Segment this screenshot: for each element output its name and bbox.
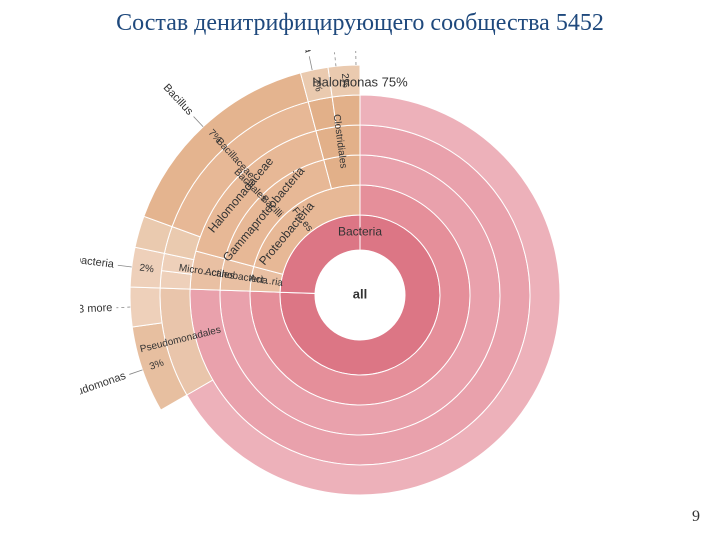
svg-text:Halomonas 75%: Halomonas 75%	[312, 74, 408, 89]
svg-text:Pseudomonas: Pseudomonas	[80, 370, 128, 404]
svg-text:3 more: 3 more	[80, 302, 113, 316]
page-number: 9	[692, 508, 700, 526]
sunburst-chart: allBacteriaProteobacteriaGammaproteobact…	[80, 50, 640, 540]
svg-text:Bacillus: Bacillus	[161, 82, 196, 118]
svg-text:Georgenia: Georgenia	[292, 50, 315, 55]
svg-text:Alphaproteobacteria: Alphaproteobacteria	[80, 247, 115, 271]
svg-text:all: all	[353, 286, 367, 301]
svg-text:Bacteria: Bacteria	[338, 225, 382, 239]
svg-text:2%: 2%	[339, 73, 351, 88]
svg-text:2%: 2%	[139, 263, 155, 276]
page-title: Состав денитрифицирующего сообщества 545…	[0, 10, 720, 37]
